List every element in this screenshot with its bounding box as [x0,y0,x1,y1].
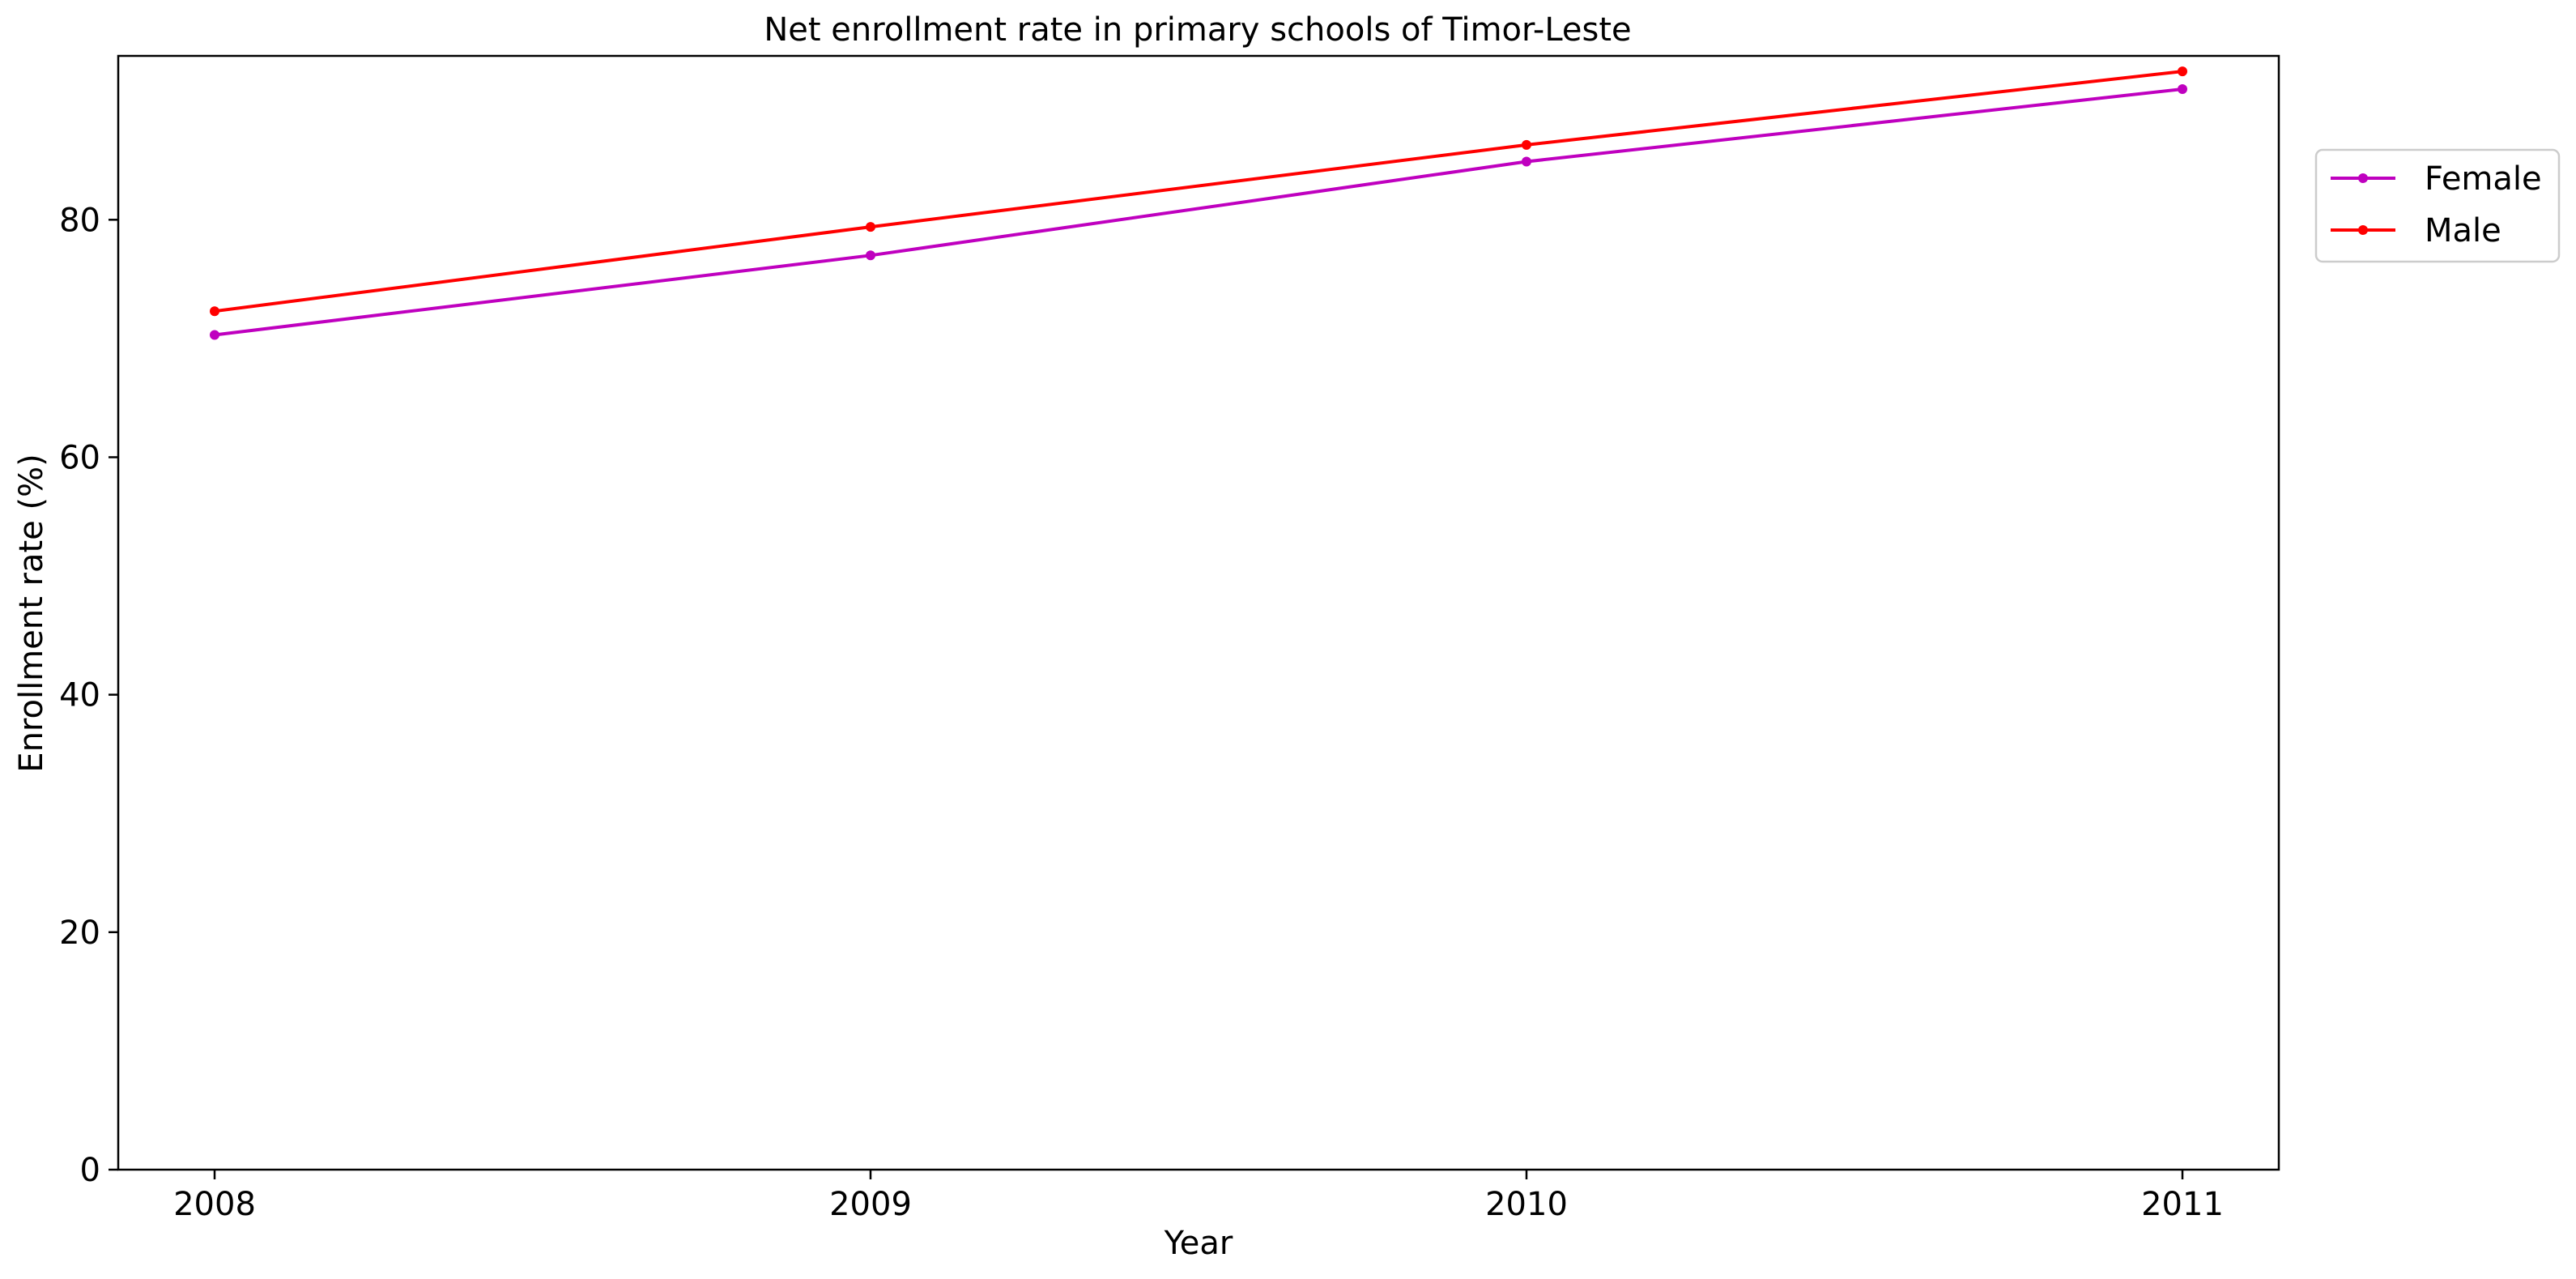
y-axis: 0 20 40 60 80 [59,202,118,1189]
data-point-male [210,306,219,317]
series-layer [210,66,2187,340]
x-axis: 2008 2009 2010 2011 [173,1170,2224,1223]
x-tick-label: 2010 [1485,1186,1568,1223]
data-point-male [2178,66,2187,77]
x-tick-label: 2009 [829,1186,912,1223]
y-tick-label: 40 [59,677,100,714]
chart-title: Net enrollment rate in primary schools o… [764,11,1631,49]
series-line-female [214,87,2183,337]
y-axis-label: Enrollment rate (%) [13,454,50,772]
x-tick-label: 2008 [173,1186,256,1223]
y-tick-label: 80 [59,202,100,239]
data-point-male [1522,139,1531,150]
data-point-female [210,330,219,340]
x-axis-label: Year [1164,1225,1233,1262]
series-line-male [214,70,2183,313]
legend-swatch-marker [2358,225,2368,235]
x-tick-label: 2011 [2141,1186,2224,1223]
y-tick-label: 0 [80,1152,100,1189]
data-point-male [866,222,875,232]
data-point-female [866,250,875,261]
legend-swatch-marker [2358,173,2368,183]
legend-label: Male [2425,212,2501,249]
y-tick-label: 20 [59,914,100,952]
data-point-female [2178,84,2187,94]
legend-label: Female [2425,160,2542,198]
plot-area [117,54,2280,1171]
data-point-female [1522,156,1531,167]
legend: Female Male [2314,148,2561,263]
y-tick-label: 60 [59,439,100,476]
